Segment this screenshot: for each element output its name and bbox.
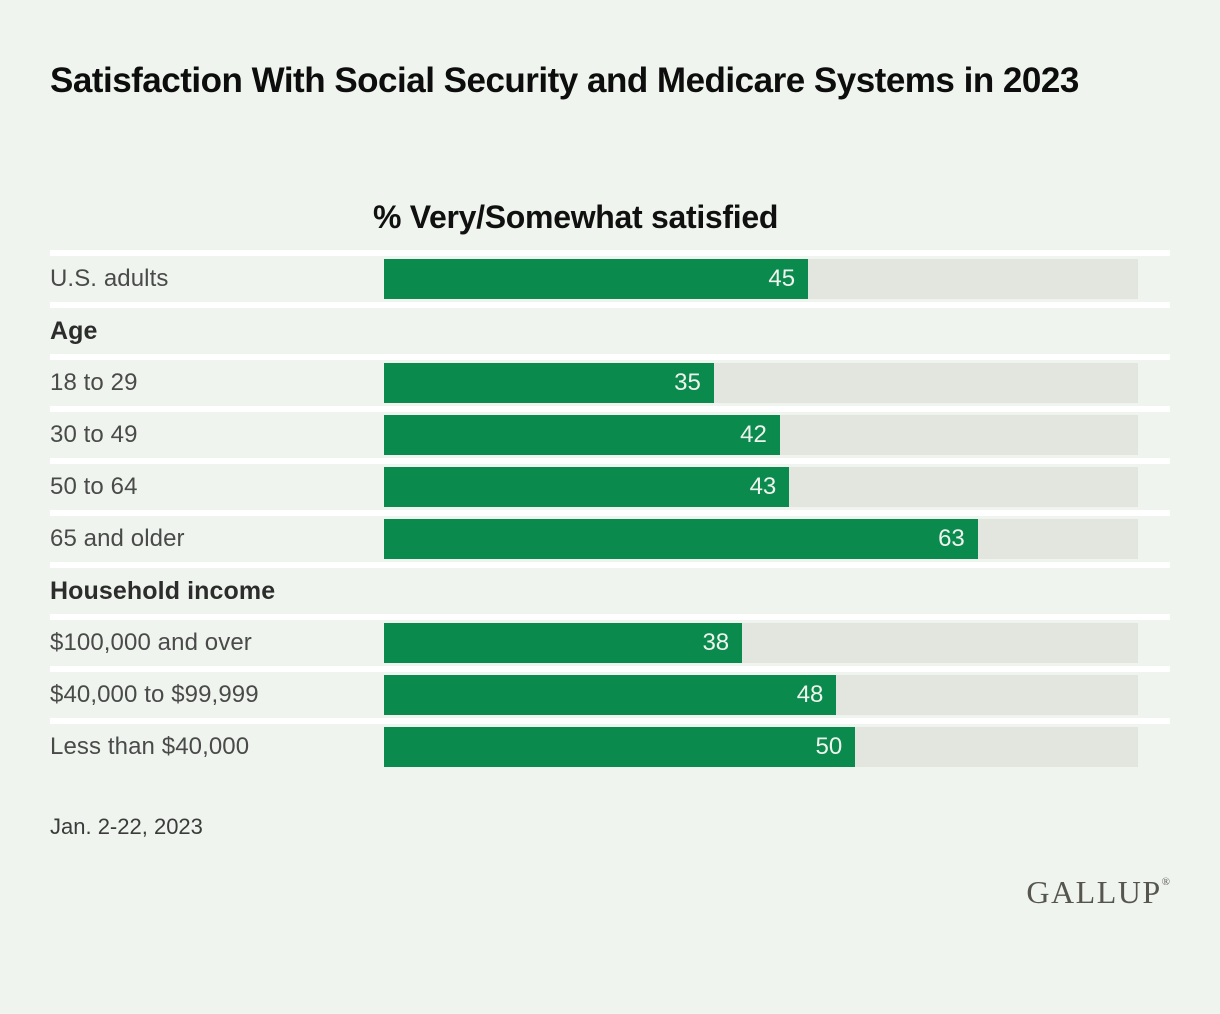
row-label: 65 and older — [50, 525, 185, 553]
bar-value: 42 — [740, 421, 767, 449]
gallup-chart-page: Satisfaction With Social Security and Me… — [50, 61, 1170, 911]
section-header-row: Household income — [50, 562, 1170, 614]
table-row: $100,000 and over 38 — [50, 614, 1170, 666]
bar-value: 50 — [815, 733, 843, 761]
row-label: Less than $40,000 — [50, 733, 250, 761]
registered-trademark-icon: ® — [1161, 876, 1170, 889]
section-label: Age — [50, 316, 98, 345]
bar-track: 42 — [384, 415, 1138, 456]
bar-value: 35 — [674, 369, 701, 397]
bar-value: 43 — [749, 473, 777, 501]
bar-fill: 42 — [384, 415, 780, 456]
bar-track: 63 — [384, 519, 1138, 560]
section-header-row: Age — [50, 302, 1170, 354]
table-row: 30 to 49 42 — [50, 406, 1170, 458]
row-label: 30 to 49 — [50, 421, 138, 449]
row-label: 50 to 64 — [50, 473, 138, 501]
bar-fill: 50 — [384, 727, 856, 768]
bar-track: 48 — [384, 675, 1138, 716]
gallup-logo: GALLUP® — [50, 874, 1170, 911]
bar-track: 50 — [384, 727, 1138, 768]
bar-fill: 63 — [384, 519, 978, 560]
bar-track: 35 — [384, 363, 1138, 404]
bar-fill: 35 — [384, 363, 714, 404]
table-row: 65 and older 63 — [50, 510, 1170, 562]
bar-track: 43 — [384, 467, 1138, 508]
section-label: Household income — [50, 576, 276, 605]
table-row: 50 to 64 43 — [50, 458, 1170, 510]
bar-track: 45 — [384, 259, 1138, 300]
bar-track: 38 — [384, 623, 1138, 664]
table-row: Less than $40,000 50 — [50, 718, 1170, 770]
bar-value: 63 — [938, 525, 965, 553]
bar-value: 48 — [796, 681, 824, 709]
survey-date: Jan. 2-22, 2023 — [50, 814, 203, 840]
gallup-logo-text: GALLUP — [1026, 874, 1162, 911]
bar-value: 38 — [702, 629, 730, 657]
bar-fill: 43 — [384, 467, 790, 508]
bar-fill: 45 — [384, 259, 809, 300]
row-label: 18 to 29 — [50, 369, 138, 397]
row-label: U.S. adults — [50, 265, 169, 293]
bar-fill: 48 — [384, 675, 837, 716]
row-label: $100,000 and over — [50, 629, 252, 657]
bar-chart: U.S. adults 45 Age 18 to 29 35 30 to 49 42 50 t… — [50, 250, 1170, 770]
bar-fill: 38 — [384, 623, 743, 664]
table-row: $40,000 to $99,999 48 — [50, 666, 1170, 718]
chart-title: Satisfaction With Social Security and Me… — [50, 61, 1079, 100]
table-row: 18 to 29 35 — [50, 354, 1170, 406]
bar-value: 45 — [768, 265, 796, 293]
column-header: % Very/Somewhat satisfied — [373, 199, 779, 236]
table-row: U.S. adults 45 — [50, 250, 1170, 302]
row-label: $40,000 to $99,999 — [50, 681, 259, 709]
